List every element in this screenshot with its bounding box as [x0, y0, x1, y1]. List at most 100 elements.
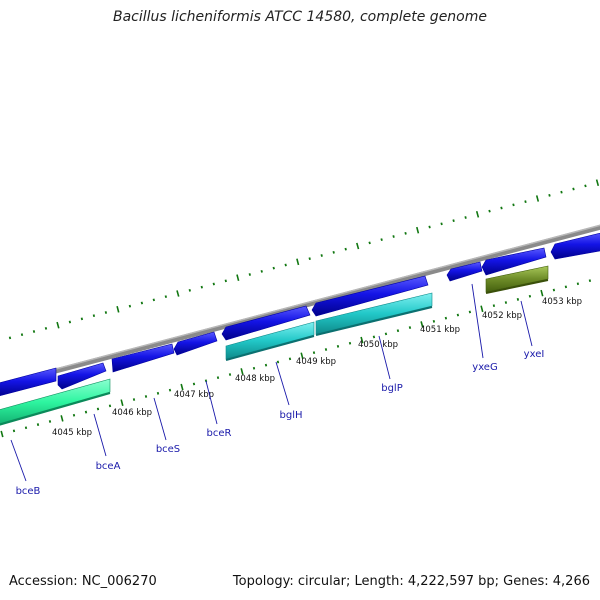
minor-tick	[492, 304, 496, 308]
minor-tick	[84, 410, 88, 414]
gene-label[interactable]: yxeI	[524, 349, 545, 360]
minor-tick	[368, 241, 371, 245]
cds-arrow[interactable]	[0, 367, 57, 397]
minor-tick	[216, 376, 220, 380]
minor-tick	[432, 319, 436, 323]
minor-tick	[200, 285, 203, 289]
major-tick	[236, 274, 240, 281]
minor-tick	[428, 225, 431, 229]
minor-tick	[168, 388, 172, 392]
minor-tick	[12, 429, 16, 433]
cds-arrow[interactable]	[481, 247, 547, 276]
major-tick	[356, 242, 360, 250]
cds-arrow[interactable]	[221, 305, 311, 341]
minor-tick	[192, 382, 196, 386]
gene-leaders	[10, 283, 533, 482]
gene-label[interactable]: bceR	[207, 428, 232, 439]
minor-tick	[404, 231, 407, 235]
minor-tick	[24, 426, 28, 430]
feature-bar-shadow	[225, 335, 315, 361]
minor-tick	[80, 317, 84, 321]
gene-label[interactable]: bceS	[156, 444, 180, 455]
minor-tick	[312, 351, 316, 355]
minor-tick	[72, 413, 76, 417]
minor-tick	[528, 294, 532, 298]
minor-tick	[36, 423, 40, 427]
minor-tick	[440, 222, 443, 226]
minor-tick	[372, 335, 376, 339]
inner-tick-track	[0, 279, 592, 438]
minor-tick	[384, 332, 388, 336]
gene-leader-line	[10, 439, 27, 482]
feature-bar[interactable]	[0, 378, 111, 425]
gene-labels: bceB bceA bceS bceR bglH bglP yxeG yxeI	[16, 349, 545, 497]
genome-backbone	[0, 224, 600, 389]
cds-arrow[interactable]	[311, 275, 429, 317]
major-tick	[296, 258, 300, 266]
accession-label: Accession: NC_006270	[9, 574, 157, 589]
minor-tick	[468, 310, 472, 314]
feature-bar[interactable]	[485, 265, 549, 293]
major-tick	[475, 210, 480, 218]
major-tick	[595, 179, 600, 187]
minor-tick	[252, 366, 256, 370]
minor-tick	[380, 238, 383, 242]
gene-leader-line	[275, 361, 290, 406]
minor-tick	[320, 254, 323, 257]
gene-label[interactable]: bceB	[16, 486, 41, 497]
cds-arrow[interactable]	[446, 261, 483, 282]
reverse-strand-features	[0, 265, 549, 426]
tick-label: 4049 kbp	[296, 357, 336, 367]
minor-tick	[248, 273, 251, 276]
minor-tick	[548, 193, 551, 197]
cds-arrow[interactable]	[111, 343, 175, 373]
gene-label[interactable]: yxeG	[472, 362, 497, 373]
major-tick	[540, 289, 544, 297]
tick-label: 4045 kbp	[52, 428, 92, 438]
minor-tick	[408, 326, 412, 329]
minor-tick	[504, 301, 508, 304]
tick-label: 4046 kbp	[112, 408, 152, 418]
cds-arrow[interactable]	[173, 331, 218, 356]
minor-tick	[224, 279, 227, 283]
minor-tick	[324, 348, 328, 351]
minor-tick	[156, 391, 160, 395]
major-tick	[420, 321, 424, 328]
tick-label: 4050 kbp	[358, 340, 398, 350]
major-tick	[180, 383, 184, 391]
tick-label: 4053 kbp	[542, 297, 582, 307]
cds-arrow[interactable]	[57, 362, 107, 390]
major-tick	[240, 368, 244, 375]
gene-label[interactable]: bceA	[96, 461, 121, 472]
minor-tick	[464, 216, 467, 219]
minor-tick	[456, 313, 460, 317]
genome-backbone-highlight	[0, 224, 600, 385]
minor-tick	[512, 203, 515, 207]
major-tick	[360, 336, 364, 344]
minor-tick	[488, 209, 491, 213]
minor-tick	[444, 316, 448, 320]
minor-tick	[344, 247, 347, 251]
major-tick	[120, 399, 124, 406]
cds-arrow[interactable]	[550, 232, 600, 260]
feature-bar[interactable]	[225, 321, 315, 360]
gene-label[interactable]: bglP	[381, 383, 403, 394]
feature-bar-shadow	[315, 306, 433, 336]
minor-tick	[188, 288, 191, 292]
minor-tick	[44, 326, 48, 330]
tick-label: 4052 kbp	[482, 311, 522, 321]
gene-leader-line	[520, 300, 533, 347]
map-title: Bacillus licheniformis ATCC 14580, compl…	[113, 9, 487, 25]
tick-label: 4051 kbp	[420, 325, 460, 335]
minor-tick	[560, 190, 563, 194]
minor-tick	[284, 263, 287, 267]
minor-tick	[336, 344, 340, 348]
minor-tick	[308, 257, 311, 261]
feature-bar[interactable]	[315, 292, 433, 335]
major-tick	[0, 430, 4, 438]
gene-label[interactable]: bglH	[280, 410, 303, 421]
tick-label: 4047 kbp	[174, 390, 214, 400]
major-tick	[535, 195, 540, 202]
major-tick	[116, 306, 120, 313]
